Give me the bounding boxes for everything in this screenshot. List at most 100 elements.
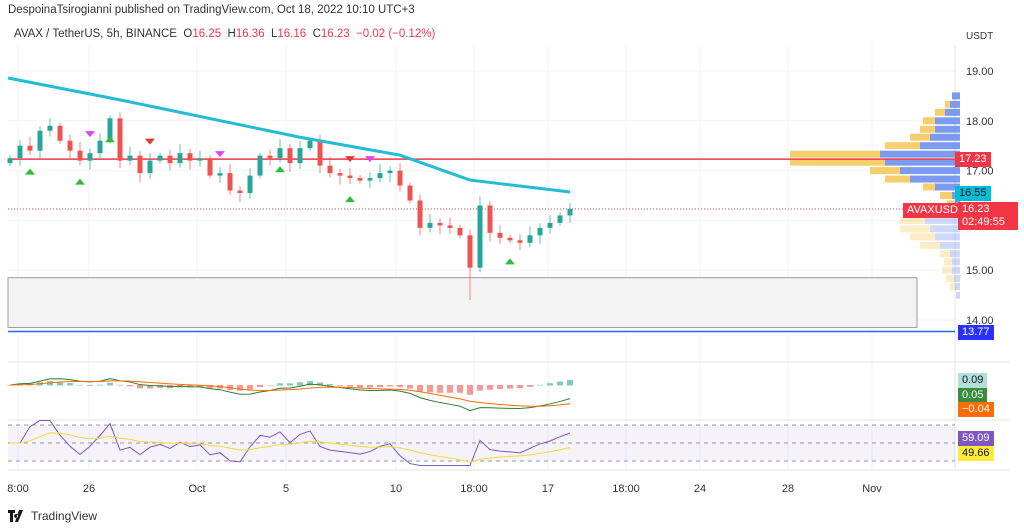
buy-signal-icon <box>75 178 85 185</box>
macd-histogram-bar <box>187 385 193 388</box>
volume-profile-down-bar <box>935 108 945 116</box>
rsi-ma-tag: 49.66 <box>958 446 994 461</box>
high-label: H <box>227 28 236 40</box>
macd-histogram-bar <box>487 385 493 390</box>
macd-histogram-bar <box>7 385 13 386</box>
candle-body <box>447 225 453 228</box>
candle-body <box>107 118 113 141</box>
macd-histogram-bar <box>537 384 543 386</box>
tradingview-logo[interactable]: TradingView <box>8 509 97 523</box>
last-price: 16.23 <box>962 203 990 215</box>
candle-body <box>367 178 373 181</box>
volume-profile-down-bar <box>870 167 900 175</box>
macd-histogram-bar <box>347 385 353 387</box>
macd-histogram-bar <box>157 385 163 389</box>
price-tick-label: 18.00 <box>966 116 994 128</box>
sell-signal-icon <box>145 138 155 145</box>
macd-histogram-bar <box>477 385 483 391</box>
symbol-name[interactable]: AVAX / TetherUS, 5h, BINANCE <box>14 28 177 40</box>
volume-profile-down-bar <box>944 258 952 266</box>
tradingview-logo-icon <box>8 510 23 522</box>
candle-body <box>137 155 143 174</box>
candle-body <box>267 155 273 159</box>
macd-histogram-bar <box>337 385 343 386</box>
currency-label: USDT <box>966 31 994 42</box>
macd-histogram-bar <box>467 385 473 395</box>
time-tick-label: 5 <box>283 483 289 495</box>
candle-body <box>277 148 283 159</box>
close-label: C <box>312 28 321 40</box>
volume-profile-down-bar <box>940 250 950 258</box>
high-value: 16.36 <box>235 28 265 40</box>
time-tick-label: Oct <box>188 483 205 495</box>
volume-profile-down-bar <box>790 150 880 158</box>
ma-price-tag: 16.55 <box>955 186 991 201</box>
candle-body <box>127 155 133 161</box>
time-tick-label: 18:00 <box>460 483 488 495</box>
sell-signal-icon <box>365 156 375 163</box>
candle-body <box>147 160 153 174</box>
countdown: 02:49:55 <box>962 216 1005 228</box>
volume-profile-up-bar <box>920 142 960 150</box>
candle-body <box>227 173 233 191</box>
macd-line-tag: 0.05 <box>958 388 988 403</box>
candle-body <box>307 140 313 149</box>
candle-body <box>527 235 533 243</box>
macd-histogram-bar <box>417 385 423 392</box>
macd-histogram-bar <box>77 384 83 386</box>
volume-profile-down-bar <box>910 133 930 141</box>
candle-body <box>77 150 83 161</box>
volume-profile-up-bar <box>954 275 960 283</box>
candle-body <box>187 153 193 161</box>
candle-body <box>567 208 573 216</box>
resistance-price-tag: 17.23 <box>955 152 991 167</box>
candle-body <box>287 148 293 164</box>
macd-histogram-bar <box>527 385 533 387</box>
volume-profile-up-bar <box>952 92 960 100</box>
volume-profile-down-bar <box>945 100 950 108</box>
macd-histogram-bar <box>287 383 293 386</box>
candle-body <box>47 125 53 131</box>
macd-histogram-bar <box>87 385 93 386</box>
macd-line <box>9 378 571 412</box>
candle-body <box>437 222 443 226</box>
candle-body <box>177 153 183 164</box>
volume-profile-down-bar <box>900 225 930 233</box>
time-tick-label: 28 <box>782 483 794 495</box>
candle-body <box>7 158 13 164</box>
macd-histogram-bar <box>497 385 503 390</box>
candle-body <box>507 237 513 241</box>
candle-body <box>387 170 393 174</box>
candle-body <box>357 178 363 181</box>
volume-profile-up-bar <box>945 108 960 116</box>
macd-histogram-bar <box>327 384 333 386</box>
time-tick-label: 10 <box>390 483 402 495</box>
candle-body <box>337 173 343 176</box>
candle-body <box>477 205 483 268</box>
macd-histogram-bar <box>377 385 383 388</box>
candle-body <box>57 125 63 141</box>
volume-profile-down-bar <box>920 241 940 249</box>
macd-histogram-bar <box>237 385 243 391</box>
volume-profile-up-bar <box>880 150 960 158</box>
volume-profile-up-bar <box>935 183 960 191</box>
macd-histogram-bar <box>257 385 263 388</box>
volume-profile-down-bar <box>790 158 885 166</box>
candle-body <box>67 140 73 151</box>
change-value: −0.02 (−0.12%) <box>356 28 436 40</box>
macd-histogram-bar <box>307 381 313 386</box>
time-tick-label: 24 <box>694 483 706 495</box>
candle-body <box>497 232 503 238</box>
volume-profile-up-bar <box>935 125 960 133</box>
candle-body <box>407 185 413 201</box>
candle-body <box>547 222 553 228</box>
macd-histogram-bar <box>197 385 203 388</box>
logo-text: TradingView <box>31 509 98 523</box>
macd-histogram-bar <box>117 384 123 386</box>
close-value: 16.23 <box>320 28 350 40</box>
volume-profile-up-bar <box>950 100 960 108</box>
macd-histogram-bar <box>267 385 273 386</box>
candle-body <box>237 190 243 194</box>
macd-histogram-bar <box>317 382 323 386</box>
